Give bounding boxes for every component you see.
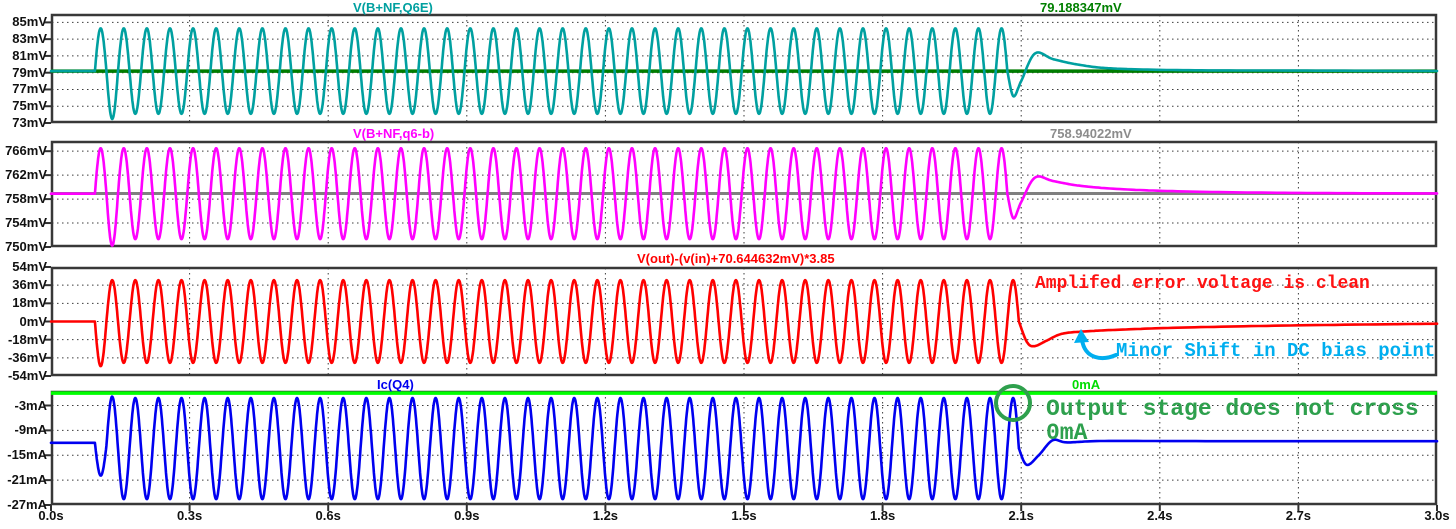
x-axis-tick-label: 2.7s	[1285, 508, 1312, 523]
no-cross-circle	[994, 384, 1032, 422]
x-axis-tick-label: 3.0s	[1424, 508, 1450, 523]
y-axis-tick-label: 79mV	[12, 64, 47, 80]
trace-label-pane3: V(out)-(v(in)+70.644632mV)*3.85	[637, 251, 835, 266]
x-axis-tick-label: 2.4s	[1147, 508, 1173, 523]
trace-label-pane2: V(B+NF,q6-b)	[353, 126, 435, 141]
x-axis-tick-label: 1.5s	[731, 508, 757, 523]
annotation-error-clean: Amplifed error voltage is clean	[1035, 274, 1370, 294]
annotation-no-cross-line1: Output stage does not cross	[1046, 396, 1419, 422]
dc-shift-arrow	[1074, 329, 1118, 360]
y-axis-tick-label: 75mV	[12, 98, 47, 114]
x-axis-tick-label: 0.9s	[454, 508, 480, 523]
trace-label-pane4: Ic(Q4)	[377, 377, 414, 392]
plot-pane-2[interactable]	[44, 140, 1439, 248]
plot-pane-4[interactable]	[44, 390, 1439, 511]
y-axis-tick-label: -3mA	[14, 397, 47, 413]
y-axis-tick-label: -21mA	[7, 472, 47, 488]
y-axis-tick-label: 0mV	[19, 313, 47, 329]
y-axis-tick-label: 36mV	[12, 277, 47, 293]
x-axis-tick-label: 0.0s	[38, 508, 64, 523]
y-axis-tick-label: 54mV	[12, 259, 47, 274]
y-axis-tick-label: 77mV	[12, 81, 47, 97]
y-axis-tick-label: 85mV	[12, 14, 47, 30]
trace-label-pane1: V(B+NF,Q6E)	[353, 0, 433, 15]
annotation-dc-shift: Minor Shift in DC bias point	[1116, 340, 1436, 362]
plot-pane-3[interactable]	[44, 266, 1439, 377]
x-axis-tick-label: 2.1s	[1008, 508, 1034, 523]
y-axis-tick-label: 83mV	[12, 31, 47, 47]
y-axis-tick-label: -54mV	[7, 368, 47, 383]
y-axis-tick-label: 81mV	[12, 47, 47, 63]
y-axis-tick-label: 18mV	[12, 295, 47, 311]
y-axis-tick-label: -18mV	[7, 331, 47, 347]
y-axis-tick-label: 762mV	[5, 167, 47, 183]
y-axis-tick-label: 766mV	[5, 143, 47, 159]
x-axis-tick-label: 0.3s	[176, 508, 203, 523]
y-axis-tick-label: 758mV	[5, 191, 47, 207]
x-axis-tick-label: 0.6s	[315, 508, 341, 523]
y-axis-tick-label: 750mV	[5, 239, 47, 254]
y-axis-tick-label: -9mA	[14, 422, 47, 438]
ref-value-label-pane1: 79.188347mV	[1040, 0, 1122, 15]
y-axis-tick-label: 754mV	[5, 215, 47, 231]
y-axis-tick-label: -36mV	[7, 349, 47, 365]
x-axis-tick-label: 1.2s	[592, 508, 619, 523]
x-axis-tick-label: 1.8s	[869, 508, 896, 523]
ref-value-label-pane2: 758.94022mV	[1050, 126, 1132, 141]
annotation-no-cross-line2: 0mA	[1046, 420, 1088, 446]
y-axis-tick-label: -15mA	[7, 447, 47, 463]
y-axis-tick-label: 73mV	[12, 115, 47, 130]
ref-value-label-pane4: 0mA	[1072, 377, 1101, 392]
plot-pane-1[interactable]	[44, 13, 1439, 124]
y-axis-tick-label: -27mA	[7, 497, 47, 512]
